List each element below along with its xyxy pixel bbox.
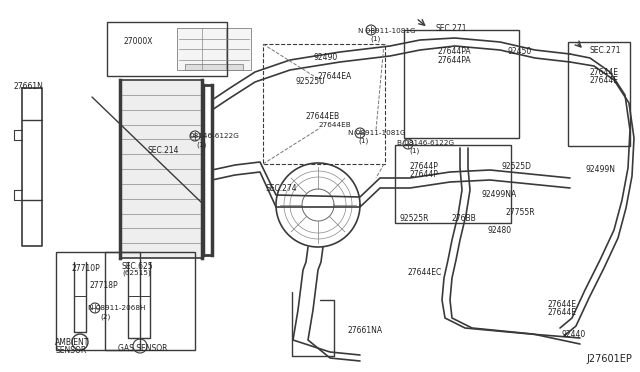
Text: 276BB: 276BB <box>451 214 476 223</box>
Text: SENSOR: SENSOR <box>55 346 86 355</box>
Text: 27644E: 27644E <box>548 300 577 309</box>
Text: 27718P: 27718P <box>90 281 118 290</box>
Bar <box>177 28 251 70</box>
Bar <box>395 145 511 223</box>
Text: SEC.271: SEC.271 <box>435 24 467 33</box>
Text: 92525D: 92525D <box>502 162 532 171</box>
Text: 27644PA: 27644PA <box>437 47 470 56</box>
Text: J27601EP: J27601EP <box>586 354 632 364</box>
Text: (1): (1) <box>358 138 368 144</box>
Text: 92499NA: 92499NA <box>481 190 516 199</box>
Text: AMBIENT: AMBIENT <box>55 338 90 347</box>
Bar <box>105 252 195 350</box>
Text: 92525U: 92525U <box>295 77 324 86</box>
Text: GAS SENSOR: GAS SENSOR <box>118 344 168 353</box>
Text: SEC.625: SEC.625 <box>122 262 154 271</box>
Text: N 08911-1081G: N 08911-1081G <box>348 130 406 136</box>
Text: 27644PA: 27644PA <box>437 56 470 65</box>
Bar <box>263 44 385 164</box>
Text: N 08911-2068H: N 08911-2068H <box>88 305 145 311</box>
Text: 92499N: 92499N <box>586 165 616 174</box>
Text: 27644E: 27644E <box>590 76 619 85</box>
Text: 92490: 92490 <box>313 53 337 62</box>
Text: 92525R: 92525R <box>399 214 429 223</box>
Text: 92480: 92480 <box>488 226 512 235</box>
Text: 27644EA: 27644EA <box>318 72 352 81</box>
Text: 27710P: 27710P <box>72 264 100 273</box>
Text: 27644P: 27644P <box>409 162 438 171</box>
Text: (1): (1) <box>196 141 206 148</box>
Text: 27755R: 27755R <box>505 208 534 217</box>
Bar <box>120 80 202 258</box>
Text: 92450: 92450 <box>508 47 532 56</box>
Text: 27644EC: 27644EC <box>408 268 442 277</box>
Text: SEC.214: SEC.214 <box>148 146 179 155</box>
Bar <box>404 30 519 138</box>
Text: SEC.271: SEC.271 <box>590 46 621 55</box>
Bar <box>107 22 227 76</box>
Text: 27644E: 27644E <box>590 68 619 77</box>
Bar <box>568 42 630 146</box>
Text: (1): (1) <box>409 148 419 154</box>
Text: (2): (2) <box>100 313 110 320</box>
Text: 27661NA: 27661NA <box>348 326 383 335</box>
Text: SEC.274: SEC.274 <box>265 184 296 193</box>
Bar <box>185 64 243 70</box>
Text: 27000X: 27000X <box>123 37 152 46</box>
Text: 27644E: 27644E <box>548 308 577 317</box>
Text: (62515): (62515) <box>122 270 151 276</box>
Text: 27661N: 27661N <box>14 82 44 91</box>
Text: B 08146-6122G: B 08146-6122G <box>397 140 454 146</box>
Text: (1): (1) <box>370 36 380 42</box>
Text: 27644P: 27644P <box>409 170 438 179</box>
Text: 08146-6122G: 08146-6122G <box>189 133 239 139</box>
Text: 27644EB: 27644EB <box>318 122 351 128</box>
Bar <box>56 252 140 350</box>
Text: N 08911-1081G: N 08911-1081G <box>358 28 415 34</box>
Text: 27644EB: 27644EB <box>305 112 339 121</box>
Text: 92440: 92440 <box>562 330 586 339</box>
